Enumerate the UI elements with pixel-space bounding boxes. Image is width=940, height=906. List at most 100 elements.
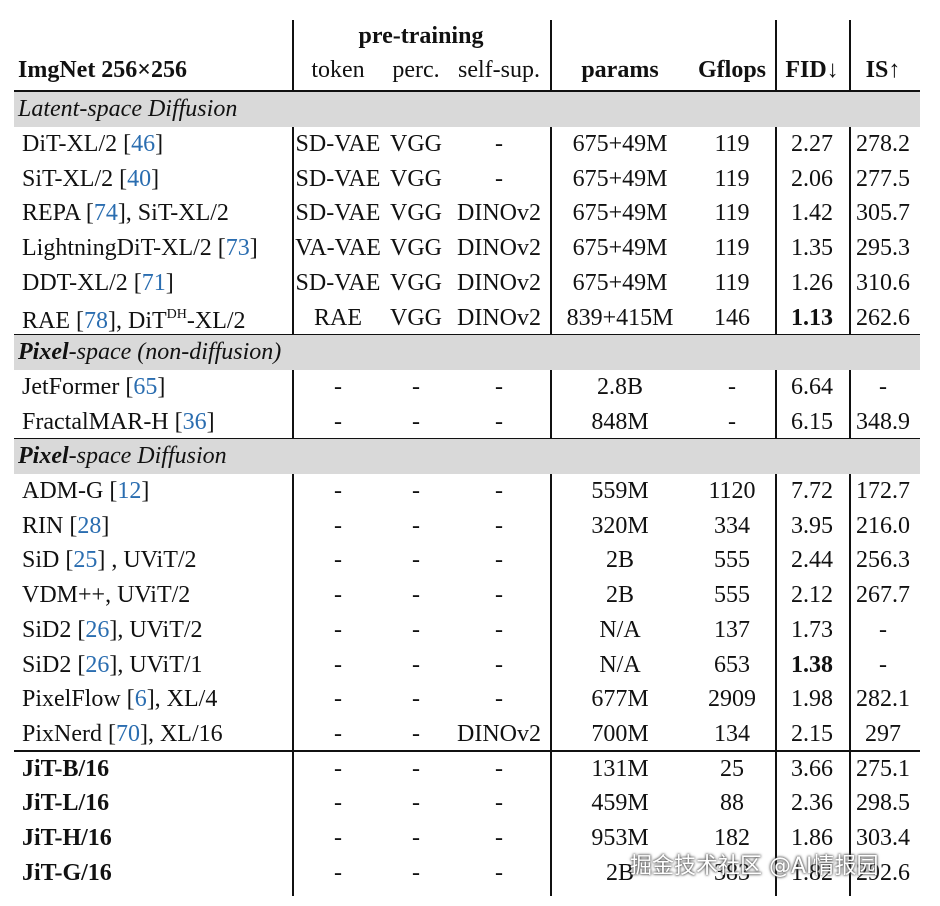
cell: 282.1 bbox=[856, 686, 910, 713]
cell: - bbox=[334, 512, 342, 539]
column-header: IS↑ bbox=[865, 57, 901, 83]
text-segment: 74 bbox=[93, 200, 118, 227]
text-segment: ] bbox=[101, 512, 110, 539]
cell: 262.6 bbox=[856, 304, 910, 331]
text-segment: 28 bbox=[77, 512, 102, 539]
cell: 2909 bbox=[708, 686, 756, 713]
row-name: SiD2 [26], UViT/2 bbox=[22, 615, 203, 645]
cell: 119 bbox=[714, 165, 750, 192]
cell: - bbox=[334, 478, 342, 505]
text-segment: -XL/2 bbox=[186, 307, 246, 334]
text-segment: DiT-XL/2 [ bbox=[22, 131, 132, 158]
cell: 459M bbox=[591, 790, 649, 817]
cell: 2B bbox=[605, 582, 635, 609]
cell: - bbox=[495, 373, 503, 400]
cell: 310.6 bbox=[856, 269, 910, 296]
cell: 256.3 bbox=[856, 547, 910, 574]
cell: 298.5 bbox=[856, 790, 910, 817]
cell: - bbox=[495, 859, 503, 886]
cell: 119 bbox=[714, 269, 750, 296]
text-segment: ADM-G [ bbox=[22, 478, 118, 505]
text-segment: PixNerd [ bbox=[22, 720, 116, 747]
section-rule bbox=[14, 438, 920, 440]
text-segment: FractalMAR-H [ bbox=[22, 408, 183, 435]
cell: SD-VAE bbox=[295, 200, 381, 227]
cell: - bbox=[495, 165, 503, 192]
text-segment: ] bbox=[157, 373, 166, 400]
cell: 2.27 bbox=[791, 131, 833, 158]
cell: 334 bbox=[714, 512, 750, 539]
row-name: SiD2 [26], UViT/1 bbox=[22, 650, 203, 680]
cell: 848M bbox=[591, 408, 649, 435]
cell: - bbox=[728, 408, 736, 435]
section-title: Pixel-space Diffusion bbox=[18, 441, 227, 471]
text-segment: RIN [ bbox=[22, 512, 78, 539]
cell: 1120 bbox=[708, 478, 756, 505]
cell: 277.5 bbox=[856, 165, 910, 192]
section-title: Pixel-space (non-diffusion) bbox=[18, 337, 281, 367]
row-name: SiD [25] , UViT/2 bbox=[22, 545, 197, 575]
text-segment: ] bbox=[141, 478, 150, 505]
cell: - bbox=[334, 373, 342, 400]
text-segment: SiD2 [ bbox=[22, 616, 86, 643]
cell: - bbox=[495, 790, 503, 817]
cell: - bbox=[728, 373, 736, 400]
text-segment: 36 bbox=[182, 408, 207, 435]
cell: 295.3 bbox=[856, 235, 910, 262]
cell: SD-VAE bbox=[295, 269, 381, 296]
text-segment: VDM++, UViT/2 bbox=[22, 582, 191, 609]
text-segment: ] bbox=[206, 408, 215, 435]
text-segment: 12 bbox=[117, 478, 142, 505]
section-band bbox=[14, 92, 920, 127]
cell: DINOv2 bbox=[457, 200, 541, 227]
cell: 6.64 bbox=[791, 373, 833, 400]
row-name: REPA [74], SiT-XL/2 bbox=[22, 198, 229, 228]
row-name: RAE [78], DiTDH-XL/2 bbox=[22, 300, 246, 336]
text-segment: ], UViT/2 bbox=[109, 616, 203, 643]
cell: - bbox=[879, 616, 887, 643]
text-segment: 25 bbox=[73, 547, 98, 574]
cell: VGG bbox=[390, 304, 442, 331]
text-segment: Latent-space Diffusion bbox=[18, 96, 238, 123]
cell: 1.13 bbox=[791, 304, 833, 331]
cell: - bbox=[334, 825, 342, 852]
cell: - bbox=[412, 616, 420, 643]
text-segment: ] bbox=[151, 165, 160, 192]
cell: DINOv2 bbox=[457, 304, 541, 331]
cell: 1.82 bbox=[791, 859, 833, 886]
text-segment: JiT-H/16 bbox=[22, 825, 112, 852]
cell: - bbox=[879, 651, 887, 678]
text-segment: Pixel bbox=[18, 443, 69, 470]
text-segment: JiT-B/16 bbox=[22, 755, 110, 782]
cell: 134 bbox=[714, 720, 750, 747]
cell: 555 bbox=[714, 547, 750, 574]
text-segment: 73 bbox=[225, 235, 250, 262]
section-band bbox=[14, 334, 920, 370]
text-segment: DDT-XL/2 [ bbox=[22, 269, 142, 296]
cell: 25 bbox=[720, 755, 744, 782]
cell: 1.98 bbox=[791, 686, 833, 713]
cell: 653 bbox=[714, 651, 750, 678]
text-segment: ] bbox=[165, 269, 174, 296]
text-segment: 6 bbox=[134, 686, 147, 713]
text-segment: ], XL/16 bbox=[139, 720, 223, 747]
cell: 292.6 bbox=[856, 859, 910, 886]
text-segment: SiD2 [ bbox=[22, 651, 86, 678]
cell: 2.8B bbox=[596, 373, 644, 400]
cell: - bbox=[495, 616, 503, 643]
text-segment: JetFormer [ bbox=[22, 373, 134, 400]
row-name: RIN [28] bbox=[22, 511, 109, 541]
row-name: PixNerd [70], XL/16 bbox=[22, 719, 223, 749]
cell: - bbox=[412, 512, 420, 539]
cell: - bbox=[495, 686, 503, 713]
cell: 675+49M bbox=[572, 269, 668, 296]
cell: - bbox=[334, 547, 342, 574]
cell: - bbox=[412, 859, 420, 886]
column-header: perc. bbox=[392, 57, 440, 83]
column-header: token bbox=[311, 57, 365, 83]
text-segment: LightningDiT-XL/2 [ bbox=[22, 235, 226, 262]
cell: VGG bbox=[390, 200, 442, 227]
text-segment: REPA [ bbox=[22, 200, 94, 227]
cell: 119 bbox=[714, 200, 750, 227]
cell: 2.12 bbox=[791, 582, 833, 609]
